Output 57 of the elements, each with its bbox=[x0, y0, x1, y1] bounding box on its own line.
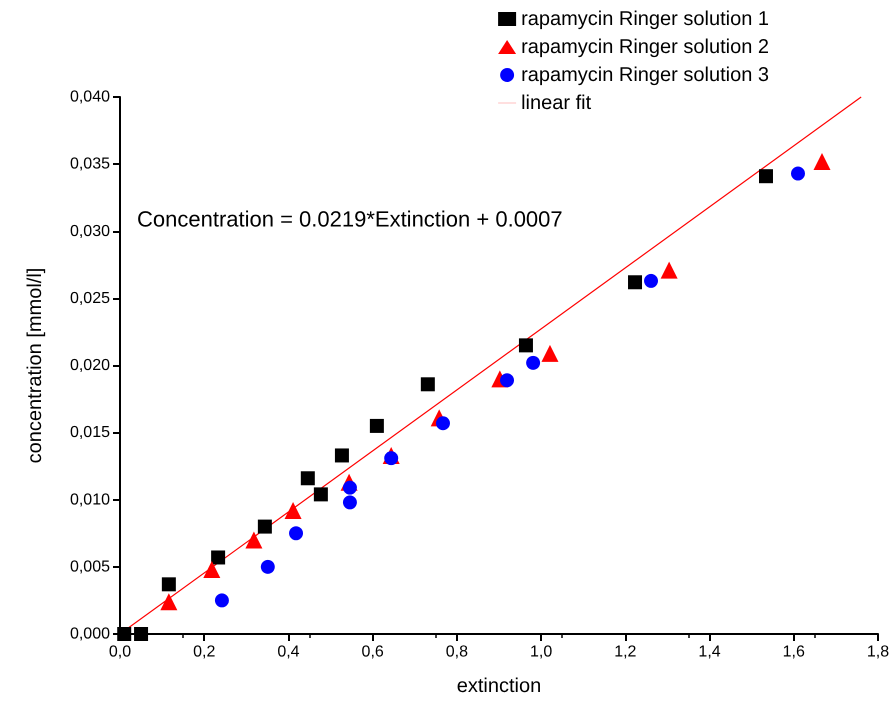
point bbox=[644, 274, 658, 288]
legend-label: linear fit bbox=[521, 92, 592, 114]
y-tick-label: 0,040 bbox=[70, 88, 110, 106]
point bbox=[214, 593, 229, 608]
y-tick-label: 0,035 bbox=[70, 156, 110, 173]
point bbox=[342, 495, 357, 510]
y-tick-label: 0,025 bbox=[70, 290, 110, 307]
y-tick-label: 0,030 bbox=[70, 222, 110, 240]
point bbox=[289, 526, 304, 540]
y-tick-label: 0,020 bbox=[70, 357, 110, 374]
point bbox=[314, 487, 328, 502]
point bbox=[758, 169, 773, 184]
y-tick-label: 0,005 bbox=[70, 558, 110, 576]
point bbox=[284, 502, 302, 519]
point bbox=[628, 275, 642, 290]
legend-label: rapamycin Ringer solution 1 bbox=[521, 8, 770, 30]
point bbox=[420, 377, 435, 392]
x-tick-label: 0,0 bbox=[108, 644, 132, 660]
x-tick-label: 1,4 bbox=[698, 644, 721, 660]
point bbox=[162, 577, 176, 592]
point bbox=[134, 627, 148, 641]
x-tick-label: 0,8 bbox=[446, 644, 468, 660]
x-tick-label: 1,8 bbox=[866, 644, 890, 660]
legend-label: rapamycin Ringer solution 3 bbox=[521, 64, 770, 86]
y-axis-title: concentration [mmol/l] bbox=[24, 268, 46, 464]
point bbox=[334, 448, 349, 462]
point bbox=[300, 471, 315, 486]
point bbox=[813, 152, 830, 170]
x-tick-label: 1,6 bbox=[782, 644, 805, 660]
x-tick-label: 0,6 bbox=[362, 644, 384, 660]
y-tick-label: 0,010 bbox=[70, 491, 110, 508]
x-axis-title: extinction bbox=[456, 675, 542, 697]
point bbox=[211, 550, 226, 564]
point bbox=[384, 451, 398, 466]
point bbox=[370, 418, 384, 433]
point bbox=[260, 560, 275, 574]
point bbox=[518, 338, 533, 352]
x-tick-label: 0,4 bbox=[277, 644, 300, 660]
y-tick-label: 0,015 bbox=[70, 424, 110, 442]
point bbox=[526, 356, 540, 370]
point bbox=[500, 373, 514, 388]
y-tick-label: 0,000 bbox=[70, 626, 110, 642]
point bbox=[245, 532, 262, 549]
x-tick-label: 1,2 bbox=[614, 644, 637, 660]
x-tick-label: 1,0 bbox=[530, 644, 552, 660]
legend-label: rapamycin Ringer solution 2 bbox=[521, 36, 770, 58]
point bbox=[436, 416, 450, 430]
point bbox=[541, 344, 558, 362]
point bbox=[660, 262, 678, 279]
x-tick-label: 0,2 bbox=[193, 644, 216, 660]
point bbox=[791, 166, 805, 181]
point bbox=[203, 561, 220, 578]
point bbox=[117, 627, 132, 641]
annotation: Concentration = 0.0219*Extinction + 0.0007 bbox=[137, 206, 563, 232]
point bbox=[342, 480, 357, 495]
point bbox=[258, 520, 272, 534]
point bbox=[160, 593, 178, 610]
